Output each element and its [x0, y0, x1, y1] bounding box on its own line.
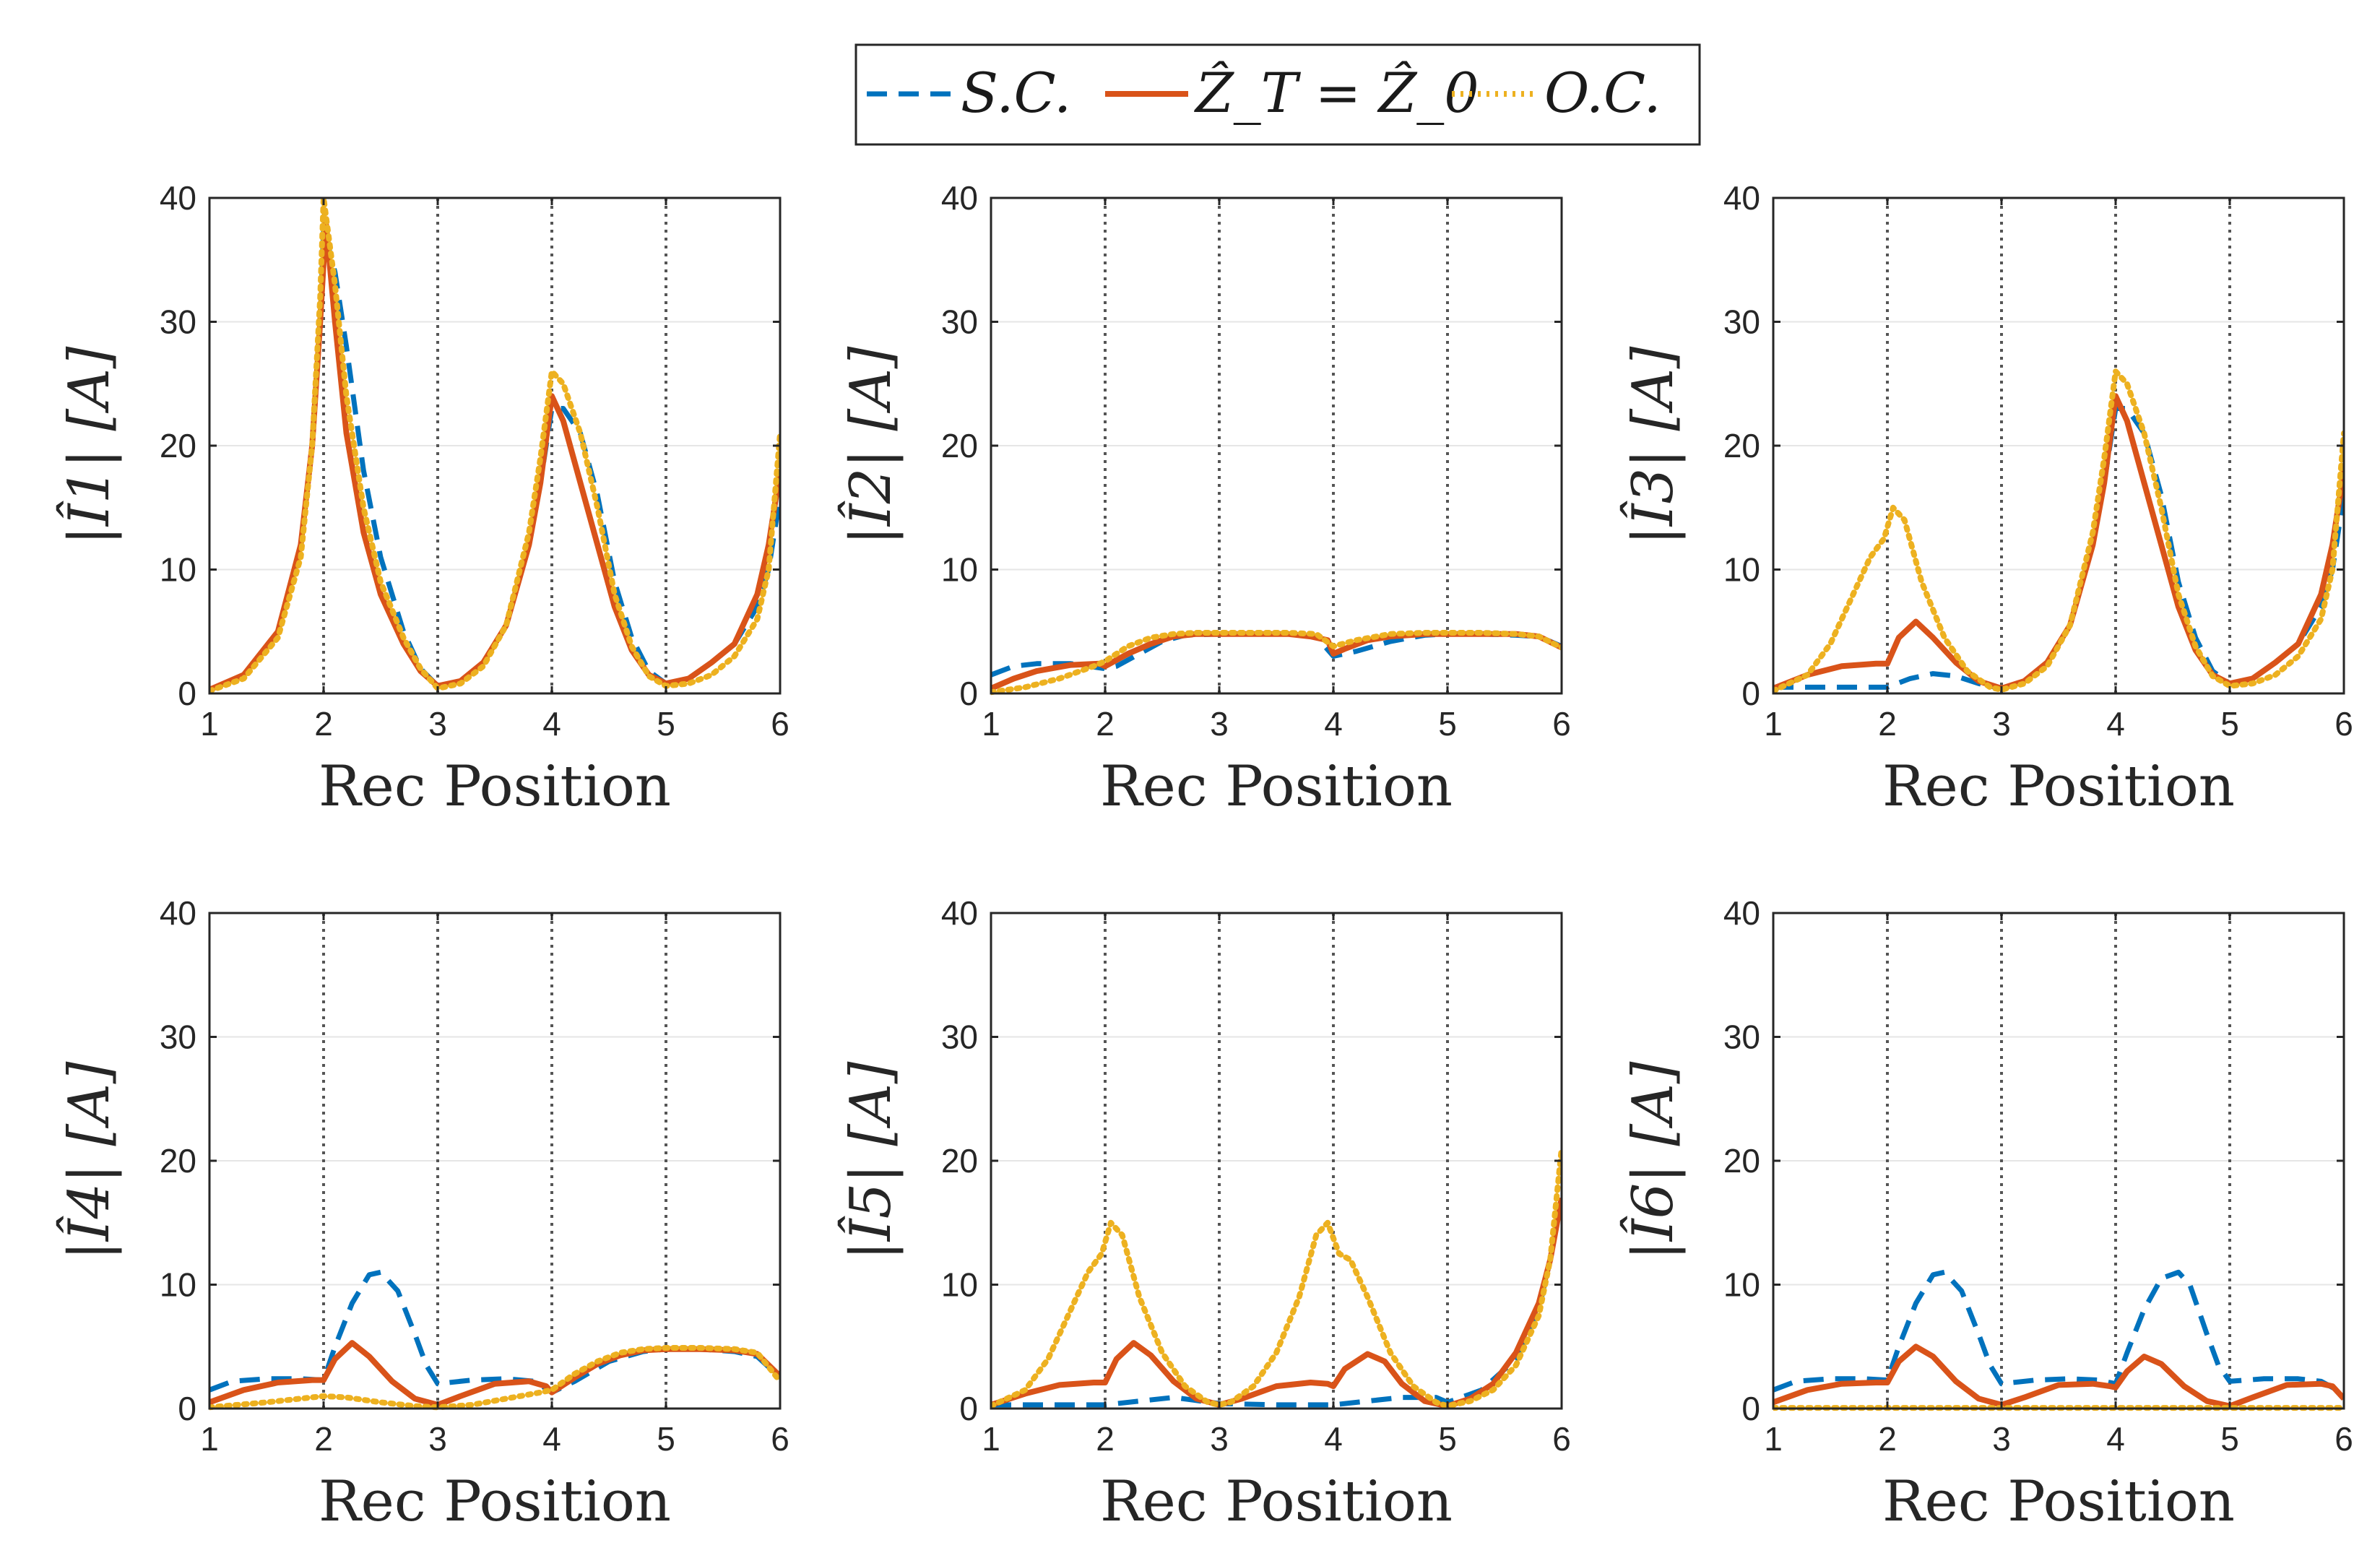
y-tick-label: 30: [160, 303, 196, 341]
subplot-2: 1 2 3 4 5 6 0 10 20 30 40 Rec Position |Î2| [A]: [837, 179, 1571, 819]
y-tick-label: 20: [1723, 427, 1760, 464]
subplot-4: 1 2 3 4 5 6 0 10 20 30 40 Rec Position |Î4| [A]: [56, 894, 789, 1534]
y-tick-label: 0: [178, 1390, 196, 1427]
series-line-oc: [1773, 368, 2344, 694]
y-tick-label: 30: [941, 303, 978, 341]
x-tick-label: 3: [1992, 705, 2011, 743]
x-tick-label: 3: [428, 1420, 447, 1458]
series-line-oc: [991, 1145, 1562, 1409]
y-tick-label: 0: [178, 675, 196, 712]
x-tick-label: 1: [200, 705, 219, 743]
x-tick-label: 6: [1552, 705, 1571, 743]
x-tick-label: 1: [982, 1420, 1000, 1458]
legend-label-oc: O.C.: [1544, 61, 1661, 125]
legend: S.C. Ẑ_T = Ẑ_0 O.C.: [854, 43, 1701, 146]
series-line-z0: [1773, 1344, 2344, 1409]
series-line-oc: [209, 1345, 780, 1411]
y-tick-label: 40: [1723, 179, 1760, 217]
series-line-z0: [991, 1197, 1562, 1409]
y-tick-label: 20: [1723, 1142, 1760, 1180]
y-tick-label: 10: [1723, 551, 1760, 589]
x-tick-label: 5: [1438, 705, 1457, 743]
y-tick-label: 0: [1741, 1390, 1760, 1427]
x-tick-label: 5: [2220, 705, 2239, 743]
x-tick-label: 6: [2334, 705, 2353, 743]
x-tick-label: 2: [1878, 1420, 1897, 1458]
series-line-oc: [209, 195, 780, 694]
x-tick-label: 3: [1210, 705, 1229, 743]
subplot-1: 1 2 3 4 5 6 0 10 20 30 40 Rec Position |Î1| [A]: [56, 179, 789, 819]
series-line-sc: [1773, 1269, 2344, 1396]
x-tick-label: 1: [1764, 1420, 1783, 1458]
y-tick-label: 0: [959, 675, 978, 712]
x-tick-label: 3: [1210, 1420, 1229, 1458]
x-axis-label: Rec Position: [319, 1469, 671, 1534]
x-tick-label: 1: [200, 1420, 219, 1458]
y-axis-label: |Î4| [A]: [56, 1061, 122, 1260]
y-tick-label: 40: [160, 179, 196, 217]
x-tick-label: 4: [1324, 705, 1343, 743]
x-tick-label: 2: [1878, 705, 1897, 743]
series-line-oc: [991, 630, 1562, 696]
x-tick-label: 5: [657, 705, 675, 743]
y-tick-label: 30: [160, 1018, 196, 1056]
x-tick-label: 5: [1438, 1420, 1457, 1458]
y-tick-label: 10: [941, 1266, 978, 1304]
subplot-6: 1 2 3 4 5 6 0 10 20 30 40 Rec Position |Î6| [A]: [1619, 894, 2353, 1534]
x-tick-label: 6: [771, 705, 789, 743]
y-tick-label: 40: [941, 179, 978, 217]
subplot-5: 1 2 3 4 5 6 0 10 20 30 40 Rec Position |Î5| [A]: [837, 894, 1571, 1534]
x-tick-label: 2: [1096, 1420, 1115, 1458]
x-tick-label: 4: [2106, 1420, 2125, 1458]
x-tick-label: 2: [314, 705, 333, 743]
y-tick-label: 20: [160, 1142, 196, 1180]
x-axis-label: Rec Position: [1100, 754, 1453, 819]
y-axis-label: |Î5| [A]: [837, 1061, 904, 1260]
legend-label-z0: Ẑ_T = Ẑ_0: [1194, 60, 1479, 125]
x-tick-label: 6: [771, 1420, 789, 1458]
x-tick-label: 3: [1992, 1420, 2011, 1458]
y-tick-label: 40: [941, 894, 978, 932]
y-tick-label: 30: [1723, 1018, 1760, 1056]
x-tick-label: 1: [1764, 705, 1783, 743]
x-axis-label: Rec Position: [1882, 1469, 2235, 1534]
y-tick-label: 40: [160, 894, 196, 932]
x-tick-label: 6: [1552, 1420, 1571, 1458]
y-tick-label: 20: [160, 427, 196, 464]
y-tick-label: 10: [160, 1266, 196, 1304]
x-axis-label: Rec Position: [1882, 754, 2235, 819]
subplot-3: 1 2 3 4 5 6 0 10 20 30 40 Rec Position |Î3| [A]: [1619, 179, 2353, 819]
x-axis-label: Rec Position: [1100, 1469, 1453, 1534]
series-line-z0: [1773, 393, 2344, 692]
x-tick-label: 6: [2334, 1420, 2353, 1458]
x-tick-label: 3: [428, 705, 447, 743]
x-tick-label: 4: [542, 1420, 561, 1458]
y-tick-label: 40: [1723, 894, 1760, 932]
y-axis-label: |Î1| [A]: [56, 346, 122, 545]
x-tick-label: 5: [2220, 1420, 2239, 1458]
x-tick-label: 2: [1096, 705, 1115, 743]
y-tick-label: 30: [941, 1018, 978, 1056]
x-tick-label: 4: [542, 705, 561, 743]
x-tick-label: 1: [982, 705, 1000, 743]
x-tick-label: 4: [2106, 705, 2125, 743]
y-tick-label: 20: [941, 1142, 978, 1180]
y-tick-label: 0: [959, 1390, 978, 1427]
x-tick-label: 4: [1324, 1420, 1343, 1458]
y-tick-label: 0: [1741, 675, 1760, 712]
y-axis-label: |Î3| [A]: [1619, 346, 1686, 545]
y-axis-label: |Î6| [A]: [1619, 1061, 1686, 1260]
y-tick-label: 10: [941, 551, 978, 589]
x-tick-label: 5: [657, 1420, 675, 1458]
x-axis-label: Rec Position: [319, 754, 671, 819]
x-tick-label: 2: [314, 1420, 333, 1458]
y-axis-label: |Î2| [A]: [837, 346, 904, 545]
y-tick-label: 20: [941, 427, 978, 464]
y-tick-label: 30: [1723, 303, 1760, 341]
y-tick-label: 10: [1723, 1266, 1760, 1304]
legend-label-sc: S.C.: [961, 61, 1071, 125]
y-tick-label: 10: [160, 551, 196, 589]
